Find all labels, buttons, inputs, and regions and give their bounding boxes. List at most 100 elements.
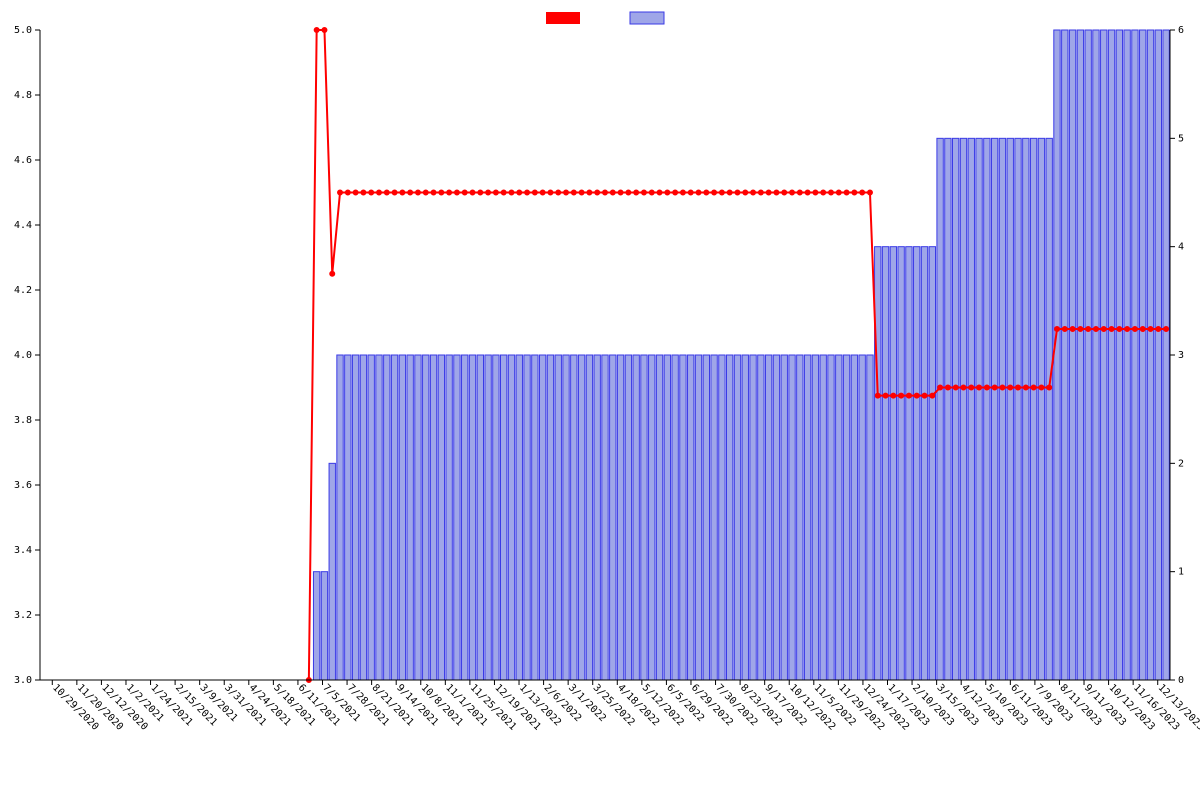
bar	[836, 355, 842, 680]
line-marker	[641, 190, 646, 195]
bar	[976, 138, 982, 680]
bar	[1023, 138, 1029, 680]
bar	[438, 355, 444, 680]
line-marker	[844, 190, 849, 195]
line-marker	[517, 190, 522, 195]
line-marker	[447, 190, 452, 195]
line-marker	[509, 190, 514, 195]
line-marker	[1101, 327, 1106, 332]
line-marker	[634, 190, 639, 195]
bar	[703, 355, 709, 680]
line-marker	[1109, 327, 1114, 332]
left-y-tick-label: 3.8	[14, 415, 32, 426]
bar	[688, 355, 694, 680]
line-marker	[501, 190, 506, 195]
line-marker	[719, 190, 724, 195]
right-y-tick-label: 3	[1178, 350, 1184, 361]
line-marker	[891, 393, 896, 398]
bar	[617, 355, 623, 680]
bar	[851, 355, 857, 680]
bar	[1015, 138, 1021, 680]
line-marker	[805, 190, 810, 195]
line-marker	[1000, 385, 1005, 390]
line-marker	[610, 190, 615, 195]
left-y-tick-label: 4.2	[14, 285, 32, 296]
bar	[984, 138, 990, 680]
bar	[321, 572, 327, 680]
line-marker	[906, 393, 911, 398]
line-marker	[953, 385, 958, 390]
line-marker	[712, 190, 717, 195]
line-marker	[914, 393, 919, 398]
bar	[1085, 30, 1091, 680]
line-marker	[470, 190, 475, 195]
line-marker	[852, 190, 857, 195]
bar	[352, 355, 358, 680]
line-marker	[867, 190, 872, 195]
bar	[664, 355, 670, 680]
bar	[921, 247, 927, 680]
line-marker	[883, 393, 888, 398]
chart-svg: 3.03.23.43.63.84.04.24.44.64.85.00123456…	[0, 0, 1200, 800]
left-y-tick-label: 3.6	[14, 480, 32, 491]
bar	[1132, 30, 1138, 680]
line-marker	[1140, 327, 1145, 332]
bar	[625, 355, 631, 680]
line-marker	[704, 190, 709, 195]
line-marker	[392, 190, 397, 195]
bar	[469, 355, 475, 680]
bar	[641, 355, 647, 680]
bar	[991, 138, 997, 680]
line-marker	[556, 190, 561, 195]
line-marker	[431, 190, 436, 195]
right-y-tick-label: 0	[1178, 675, 1184, 686]
line-marker	[875, 393, 880, 398]
line-marker	[595, 190, 600, 195]
bar	[812, 355, 818, 680]
right-y-tick-label: 6	[1178, 25, 1184, 36]
line-marker	[587, 190, 592, 195]
line-marker	[322, 28, 327, 33]
line-marker	[361, 190, 366, 195]
bar	[656, 355, 662, 680]
line-marker	[626, 190, 631, 195]
bar	[360, 355, 366, 680]
bar	[454, 355, 460, 680]
bar	[376, 355, 382, 680]
bar	[765, 355, 771, 680]
line-marker	[1023, 385, 1028, 390]
line-marker	[618, 190, 623, 195]
line-marker	[345, 190, 350, 195]
line-marker	[338, 190, 343, 195]
line-marker	[922, 393, 927, 398]
line-marker	[408, 190, 413, 195]
line-marker	[353, 190, 358, 195]
line-marker	[836, 190, 841, 195]
bar	[968, 138, 974, 680]
line-marker	[603, 190, 608, 195]
bar	[952, 138, 958, 680]
combo-chart: 3.03.23.43.63.84.04.24.44.64.85.00123456…	[0, 0, 1200, 800]
bar	[937, 138, 943, 680]
left-y-tick-label: 4.4	[14, 220, 32, 231]
line-marker	[790, 190, 795, 195]
line-marker	[727, 190, 732, 195]
line-marker	[945, 385, 950, 390]
bar	[1038, 138, 1044, 680]
bar	[329, 463, 335, 680]
bar	[1124, 30, 1130, 680]
bar	[532, 355, 538, 680]
bar	[719, 355, 725, 680]
line-marker	[774, 190, 779, 195]
line-marker	[1086, 327, 1091, 332]
bar	[999, 138, 1005, 680]
line-marker	[1156, 327, 1161, 332]
bar	[462, 355, 468, 680]
bar	[477, 355, 483, 680]
line-marker	[1047, 385, 1052, 390]
line-marker	[1062, 327, 1067, 332]
line-marker	[688, 190, 693, 195]
bar	[695, 355, 701, 680]
bar	[820, 355, 826, 680]
bar	[368, 355, 374, 680]
